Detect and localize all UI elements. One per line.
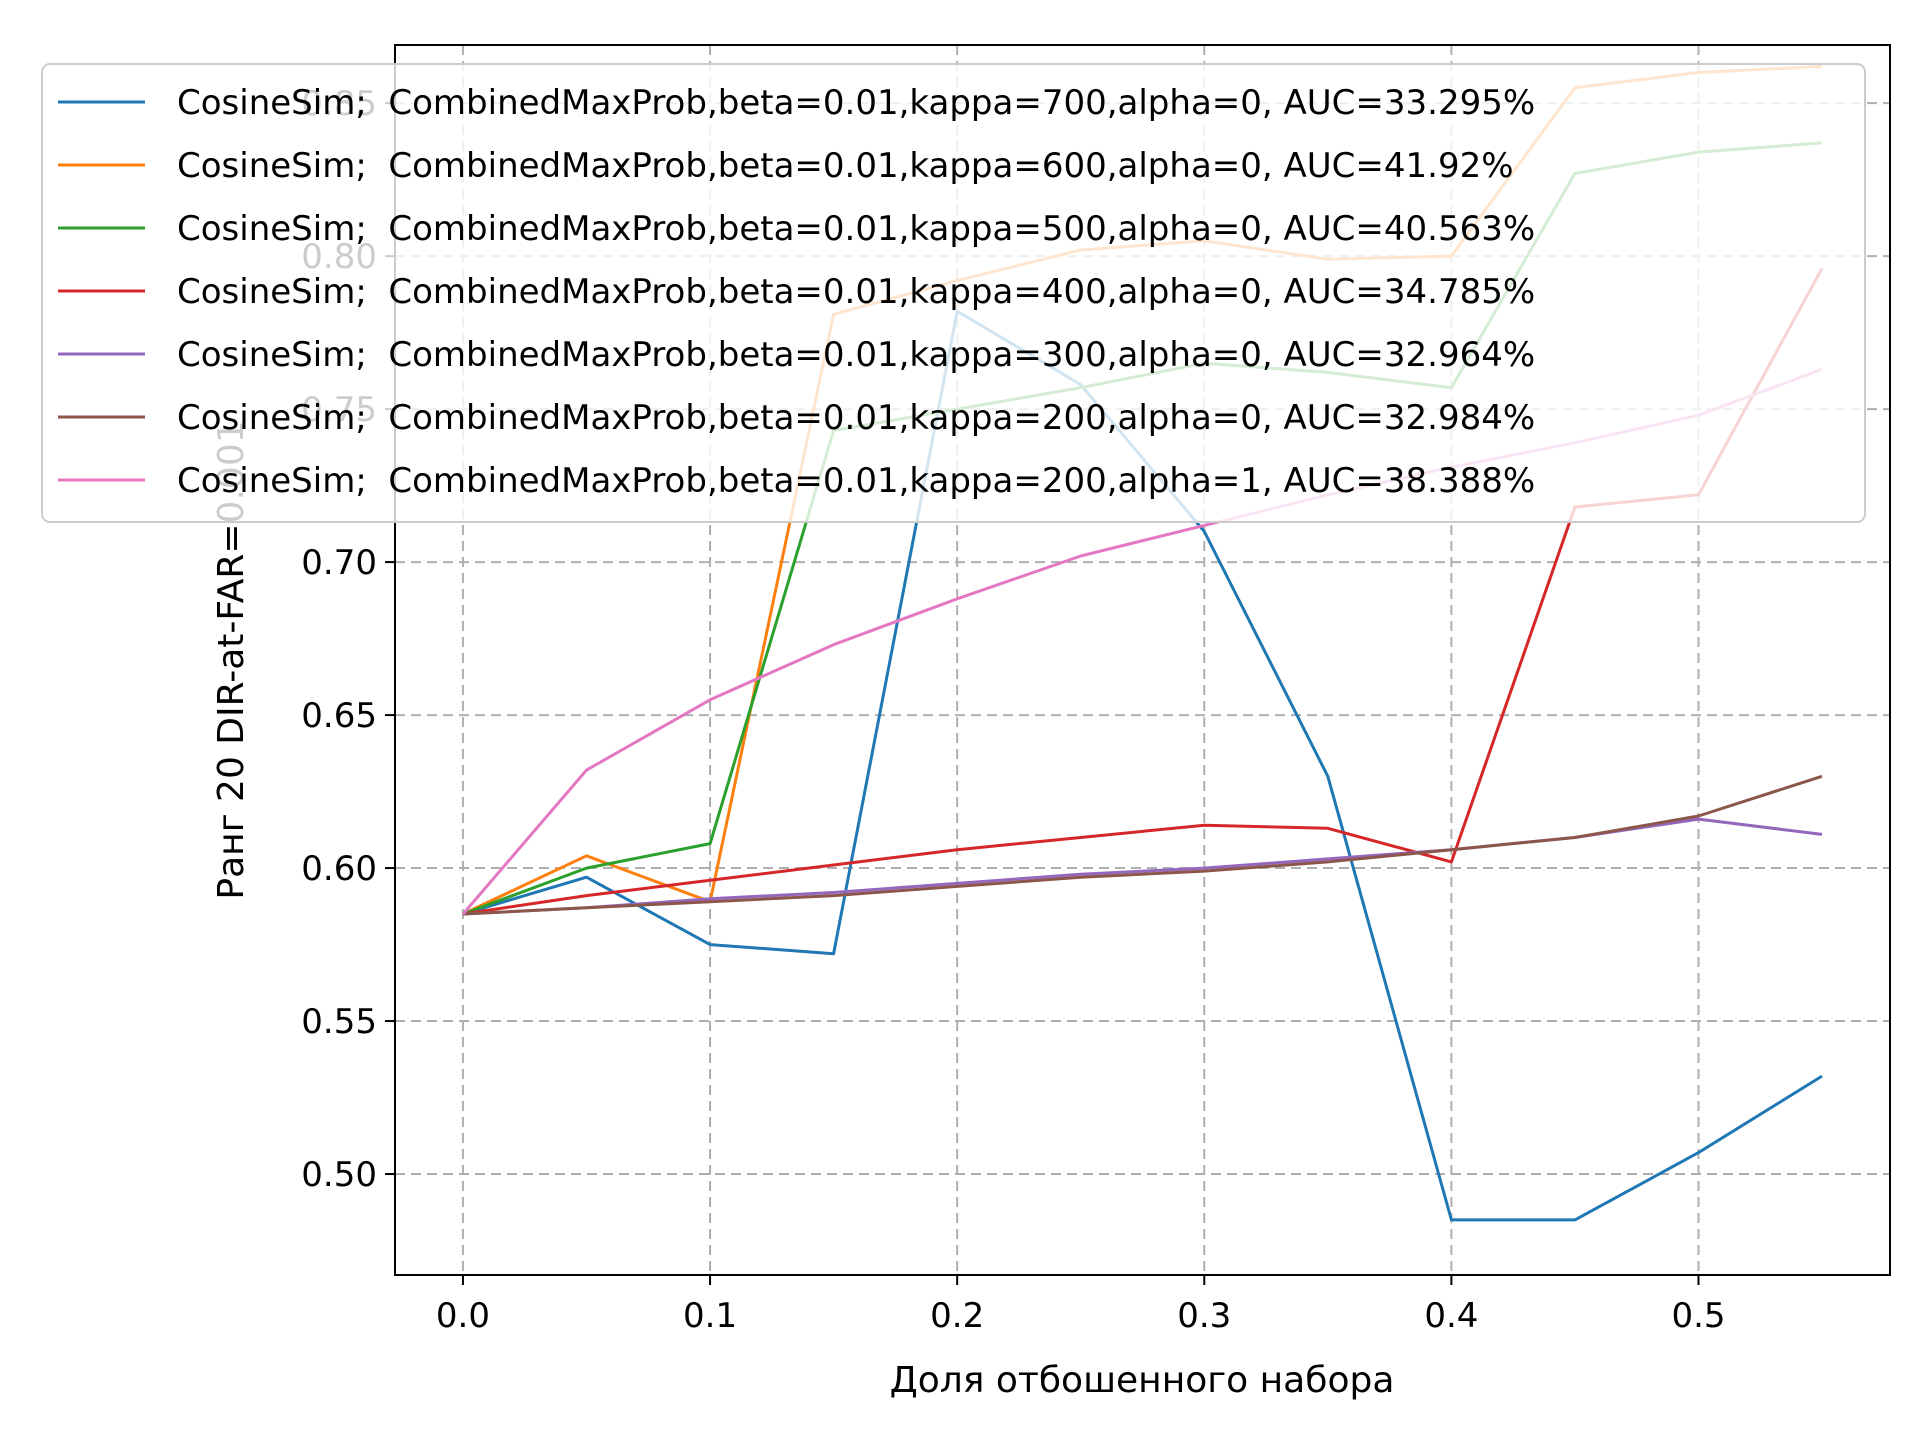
y-tick-label: 0.55	[301, 1002, 377, 1042]
x-tick-label: 0.1	[683, 1296, 737, 1336]
legend-entry: CosineSim; CombinedMaxProb,beta=0.01,kap…	[177, 83, 1535, 123]
legend-entry: CosineSim; CombinedMaxProb,beta=0.01,kap…	[177, 335, 1535, 375]
legend-entry: CosineSim; CombinedMaxProb,beta=0.01,kap…	[177, 209, 1535, 249]
series-line-6	[462, 774, 1823, 916]
y-tick-label: 0.65	[301, 696, 377, 736]
x-axis-label: Доля отбошенного набора	[890, 1360, 1395, 1401]
legend-entry: CosineSim; CombinedMaxProb,beta=0.01,kap…	[177, 146, 1514, 186]
legend-frame	[41, 63, 1866, 523]
x-tick-label: 0.3	[1177, 1296, 1231, 1336]
legend-entry: CosineSim; CombinedMaxProb,beta=0.01,kap…	[177, 272, 1535, 312]
y-tick-label: 0.70	[301, 543, 377, 583]
x-tick-label: 0.5	[1671, 1296, 1725, 1336]
y-tick-label: 0.60	[301, 849, 377, 889]
plot-frame	[394, 44, 1891, 1276]
legend-entry: CosineSim; CombinedMaxProb,beta=0.01,kap…	[177, 398, 1535, 438]
x-tick-label: 0.0	[436, 1296, 490, 1336]
x-tick-label: 0.2	[930, 1296, 984, 1336]
x-tick-label: 0.4	[1424, 1296, 1478, 1336]
legend-entry: CosineSim; CombinedMaxProb,beta=0.01,kap…	[177, 461, 1535, 501]
y-tick-label: 0.50	[301, 1155, 377, 1195]
x-ticks: 0.0 0.1 0.2 0.3 0.4 0.5	[436, 1275, 1726, 1336]
legend: CosineSim; CombinedMaxProb,beta=0.01,kap…	[41, 63, 1866, 523]
